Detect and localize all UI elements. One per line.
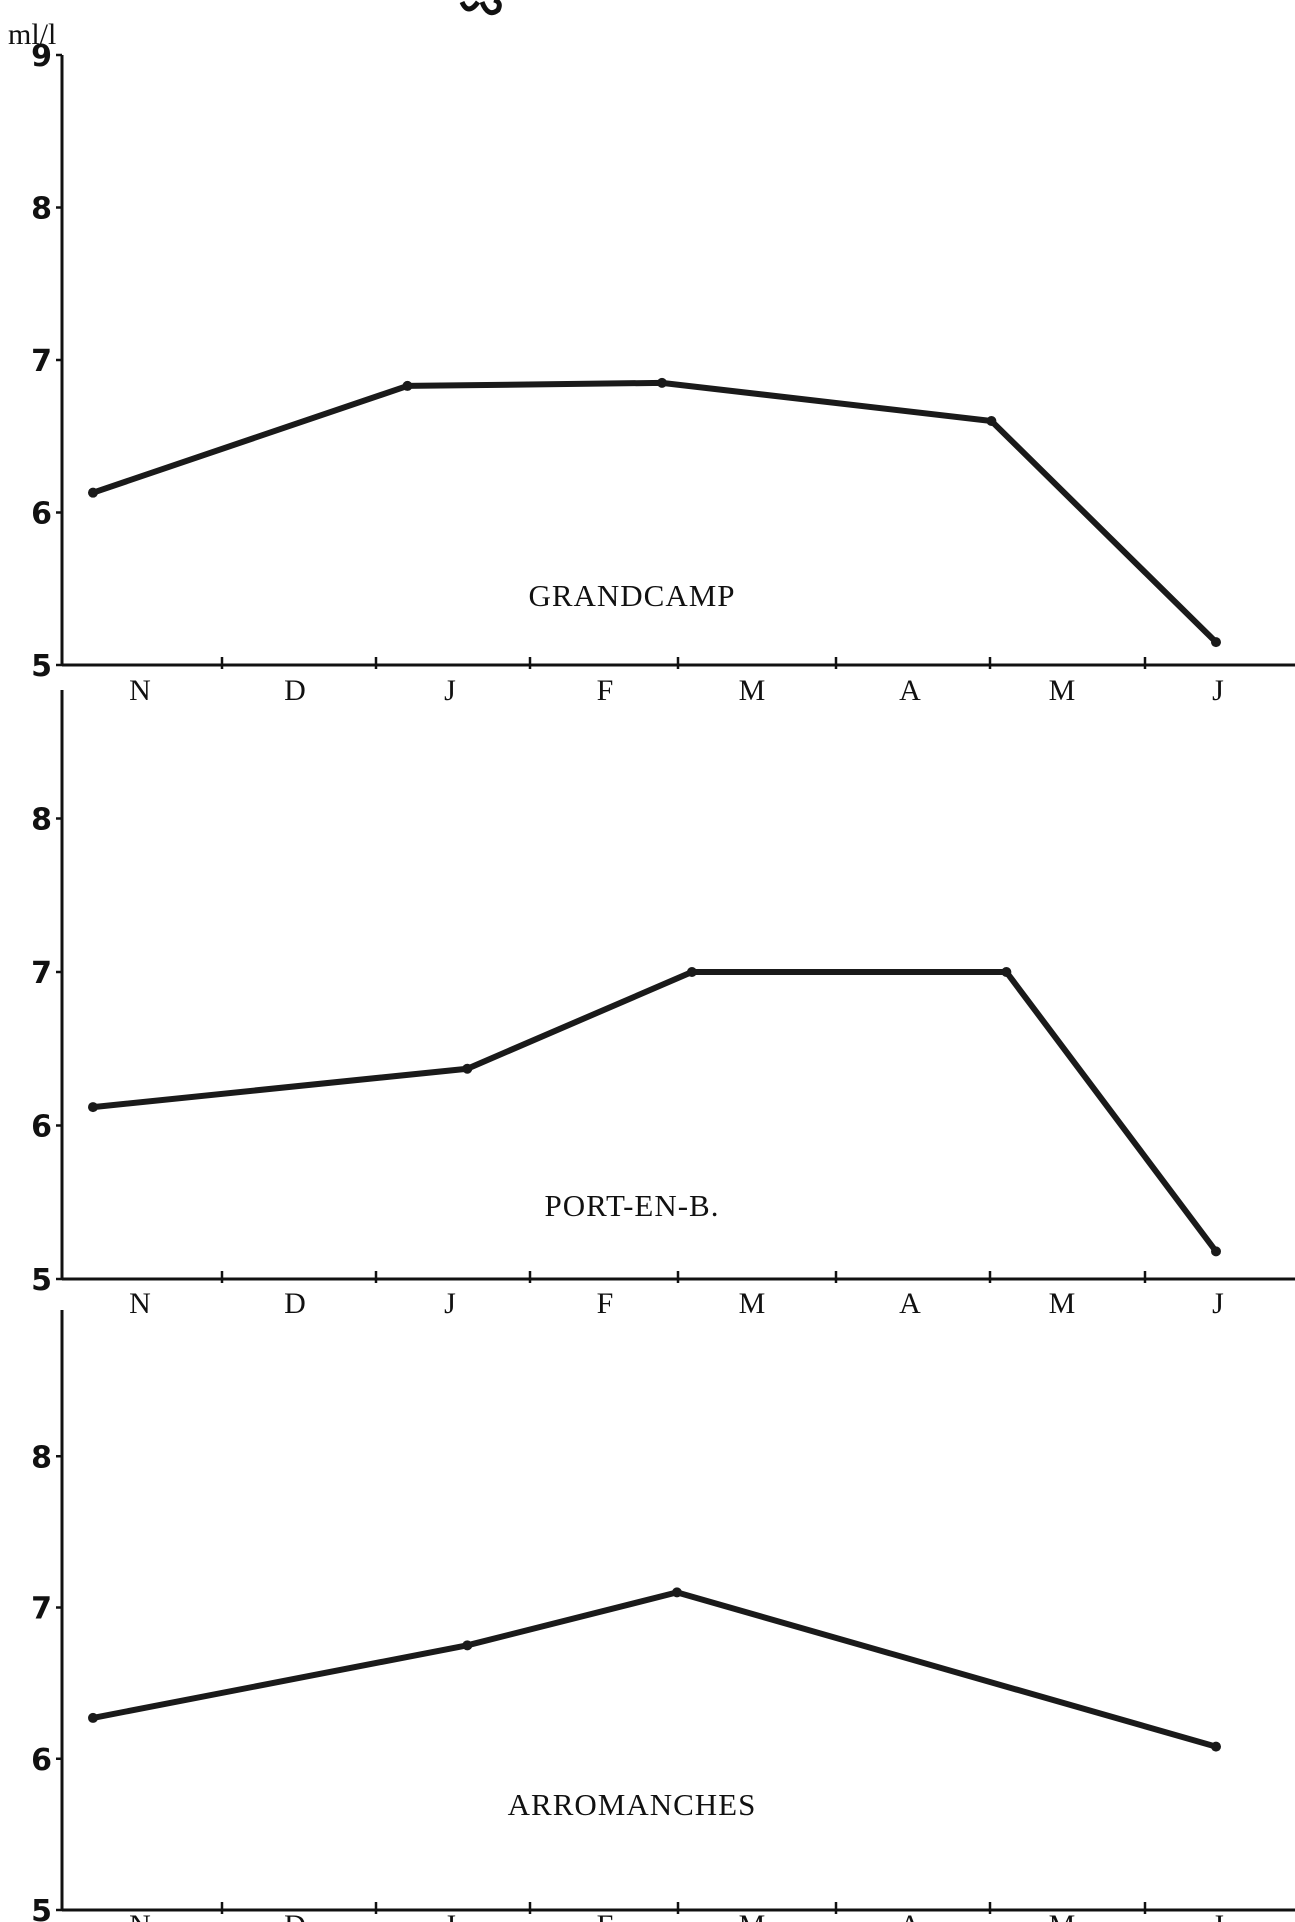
data-point <box>686 967 697 977</box>
data-point <box>656 377 667 388</box>
x-tick-label: M <box>1049 674 1076 707</box>
x-tick-label: D <box>284 1909 306 1922</box>
station-label: PORT-EN-B. <box>545 1188 720 1223</box>
data-point <box>402 380 413 391</box>
x-tick-label: M <box>1049 1287 1076 1320</box>
y-tick-label: 5 <box>31 1263 52 1298</box>
data-point <box>1001 967 1012 977</box>
data-point <box>462 1063 473 1074</box>
y-tick-label: 7 <box>31 344 52 379</box>
data-point <box>1211 1246 1221 1257</box>
y-tick-label: 5 <box>31 1894 52 1922</box>
chart-panel-3: 5 6 7 8 N D J F M A M J ARROMANCHES <box>31 1310 1295 1922</box>
x-tick-label: J <box>444 674 456 707</box>
y-tick-label: 6 <box>31 1743 52 1778</box>
data-point <box>88 1102 98 1113</box>
x-tick-label: A <box>899 1909 921 1922</box>
series-line <box>90 1589 1219 1750</box>
data-point <box>462 1640 473 1651</box>
data-point <box>88 487 98 498</box>
x-tick-label: J <box>1212 1909 1224 1922</box>
x-tick-label: J <box>444 1287 456 1320</box>
data-point <box>88 1712 98 1723</box>
x-tick-label: N <box>129 1909 151 1922</box>
x-tick-label: F <box>597 1287 614 1320</box>
y-tick-label: 7 <box>31 1592 52 1627</box>
y-unit-label: ml/l <box>8 18 56 51</box>
x-tick-label: M <box>1049 1909 1076 1922</box>
x-tick-label: F <box>597 674 614 707</box>
y-tick-label: 8 <box>31 1440 52 1475</box>
y-tick-label: 6 <box>31 1110 52 1145</box>
y-tick-label: 9 <box>31 39 52 74</box>
x-tick-label: M <box>739 1287 766 1320</box>
data-point <box>671 1587 682 1598</box>
cut-off-heading-mark <box>459 0 502 16</box>
x-tick-label: J <box>1212 674 1224 707</box>
x-tick-label: M <box>739 674 766 707</box>
x-tick-label: J <box>1212 1287 1224 1320</box>
x-tick-label: J <box>444 1909 456 1922</box>
x-tick-label: D <box>284 674 306 707</box>
chart-panel-2: 5 6 7 8 N D J F M A M J PORT-EN-B. <box>31 690 1295 1320</box>
panels: 5 6 7 8 9 N D J F M A M J GRANDCAMP 5 6 7 8 N D J F M A M J PORT-E… <box>31 39 1295 1922</box>
data-point <box>1211 637 1221 648</box>
x-tick-label: N <box>129 1287 151 1320</box>
station-label: GRANDCAMP <box>528 578 735 613</box>
x-tick-label: A <box>899 674 921 707</box>
chart-panel-1: 5 6 7 8 9 N D J F M A M J GRANDCAMP <box>31 39 1295 707</box>
y-tick-label: 7 <box>31 956 52 991</box>
y-tick-label: 8 <box>31 192 52 227</box>
y-tick-label: 6 <box>31 497 52 532</box>
x-tick-label: N <box>129 674 151 707</box>
x-tick-label: A <box>899 1287 921 1320</box>
x-tick-label: F <box>597 1909 614 1922</box>
x-tick-label: D <box>284 1287 306 1320</box>
y-tick-label: 5 <box>31 649 52 684</box>
station-label: ARROMANCHES <box>508 1787 757 1822</box>
y-tick-label: 8 <box>31 803 52 838</box>
data-point <box>1211 1741 1221 1752</box>
data-point <box>986 416 997 426</box>
x-tick-label: M <box>739 1909 766 1922</box>
